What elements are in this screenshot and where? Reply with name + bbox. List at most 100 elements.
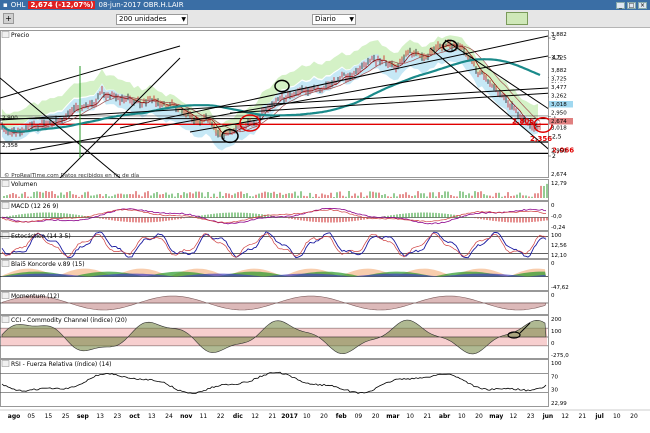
x-axis-tick: 13 <box>148 413 156 420</box>
minimize-button[interactable]: _ <box>616 1 625 9</box>
highlight-circle <box>274 79 290 93</box>
panel-title: Blai5 Koncorde v.89 (15) <box>11 261 85 268</box>
moving-average-fast <box>1 44 541 135</box>
x-axis-tick: 21 <box>269 413 277 420</box>
x-axis-tick: 10 <box>613 413 621 420</box>
rsi-line <box>1 371 547 394</box>
x-axis-tick: sep <box>77 413 90 420</box>
axis-label: -47,62 <box>551 285 569 291</box>
x-axis-tick: 20 <box>320 413 328 420</box>
source-note: © ProRealTime.com Datos recibidos en fin… <box>4 172 139 179</box>
panel-title: RSI - Fuerza Relativa (índice) (14) <box>11 361 111 368</box>
x-axis-tick: 13 <box>96 413 104 420</box>
chart-toolbar: + 200 unidades ▼ Diario ▼ <box>0 10 650 28</box>
axis-label: 12,79 <box>551 181 567 187</box>
panel-menu-icon <box>1 202 10 209</box>
axis-label: 100 <box>551 233 562 239</box>
x-axis-tick: 22 <box>217 413 225 420</box>
panel-title: Precio <box>11 32 30 39</box>
x-axis-tick: may <box>489 413 503 420</box>
x-axis-tick: 2017 <box>281 413 298 420</box>
price-right-label: 2,950 <box>551 111 567 117</box>
close-button[interactable]: × <box>638 1 647 9</box>
left-price-label: 2,358 <box>2 143 18 149</box>
cci-area <box>1 319 547 355</box>
trend-line <box>0 77 121 178</box>
x-axis-tick: 11 <box>200 413 208 420</box>
price-axis-tick: 3 <box>552 114 556 121</box>
price-axis-tick: 4,5 <box>552 55 562 62</box>
axis-label: 22,99 <box>551 401 567 407</box>
x-axis-tick: 25 <box>62 413 70 420</box>
annotation-label: 2,806 <box>512 117 534 125</box>
trend-line <box>119 35 548 129</box>
cci-arrow <box>519 322 531 334</box>
highlight-circle <box>533 117 553 133</box>
x-axis-tick: 09 <box>355 413 363 420</box>
x-axis-tick: ago <box>8 413 20 420</box>
x-axis-tick: 24 <box>165 413 173 420</box>
panel-menu-icon <box>1 292 10 299</box>
panel-menu-icon <box>1 316 10 323</box>
x-axis-tick: 10 <box>303 413 311 420</box>
chart-tools-icon[interactable] <box>506 12 528 25</box>
crosshair-icon[interactable]: + <box>3 13 14 24</box>
period-select[interactable]: Diario ▼ <box>312 14 356 25</box>
axis-label: 0 <box>551 261 555 267</box>
units-select[interactable]: 200 unidades ▼ <box>116 14 188 25</box>
ichimoku-cloud <box>2 47 538 151</box>
price-right-box <box>549 101 573 108</box>
axis-label: -275,0 <box>551 353 569 359</box>
x-axis-tick: 21 <box>424 413 432 420</box>
panel-menu-icon <box>1 31 10 38</box>
panel-title: Estocástico (14 3 5) <box>11 233 71 240</box>
x-axis-tick: nov <box>180 413 192 420</box>
x-axis-tick: jun <box>542 413 554 420</box>
axis-label: 0 <box>551 293 555 299</box>
trend-line <box>189 115 281 133</box>
price-right-label: 3,882 <box>551 68 567 74</box>
maximize-button[interactable]: □ <box>627 1 636 9</box>
ichimoku-cloud <box>2 35 538 139</box>
x-axis-tick: feb <box>336 413 348 420</box>
panel-menu-icon <box>1 260 10 267</box>
panel-menu-icon <box>1 232 10 239</box>
price-right-box <box>549 92 573 99</box>
annotation-label: 2,066 <box>552 146 574 154</box>
price-right-box <box>549 67 573 74</box>
x-axis-tick: oct <box>129 413 140 420</box>
x-axis-tick: 12 <box>561 413 569 420</box>
x-axis-tick: 12 <box>510 413 518 420</box>
panel-frame <box>0 359 549 407</box>
highlight-circle <box>239 114 261 132</box>
price-right-box <box>549 118 573 125</box>
x-axis-tick: 23 <box>114 413 122 420</box>
cci-circle <box>507 331 521 339</box>
panel-title: CCI - Commodity Channel (índice) (20) <box>11 317 127 324</box>
moving-average-mid <box>1 45 541 133</box>
panel-title: MACD (12 26 9) <box>11 203 58 210</box>
x-axis-tick: 10 <box>458 413 466 420</box>
axis-label: 3,018 <box>551 125 567 131</box>
axis-label: 200 <box>551 317 562 323</box>
price-right-box <box>549 109 573 116</box>
trend-line <box>444 39 548 110</box>
x-axis-tick: 20 <box>475 413 483 420</box>
price-axis-tick: 5 <box>552 35 556 42</box>
trend-line <box>0 45 181 99</box>
macd-line <box>1 207 547 225</box>
price-right-label: 3,262 <box>551 94 567 100</box>
panel-menu-icon <box>1 360 10 367</box>
price-axis-tick: 2,5 <box>552 133 562 140</box>
x-axis-tick: 20 <box>372 413 380 420</box>
axis-label: 70 <box>551 374 558 380</box>
price-right-label: 3,018 <box>551 102 567 108</box>
app-icon: ▪ <box>3 1 8 9</box>
x-axis-tick: dic <box>233 413 243 420</box>
axis-label: 3,725 <box>551 55 567 61</box>
date-label: 08-jun-2017 OBR.H.LAIR <box>98 1 184 9</box>
highlight-circle <box>221 128 239 144</box>
x-axis-tick: 23 <box>527 413 535 420</box>
axis-label: 100 <box>551 361 562 367</box>
